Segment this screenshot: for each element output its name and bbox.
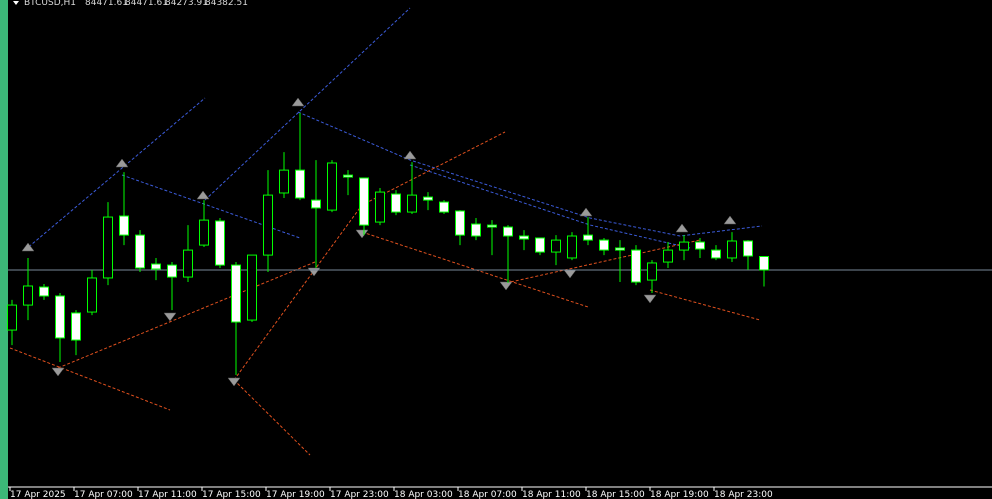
candle-body-down (119, 215, 129, 236)
candle-body-down (295, 169, 305, 199)
header-icon (13, 1, 19, 5)
fractal-up (291, 97, 305, 107)
candle-body-down (439, 201, 449, 213)
candle-body-up (679, 241, 689, 251)
candle-body-up (103, 216, 113, 279)
x-tick-label: 18 Apr 15:00 (586, 490, 645, 499)
candle-body-up (7, 304, 17, 331)
candle-body-down (519, 235, 529, 240)
trend-line (57, 261, 316, 369)
candle-body-down (55, 295, 65, 339)
candle-body-up (327, 162, 337, 211)
candle-body-down (39, 286, 49, 297)
trend-line (9, 347, 171, 411)
candle-body-down (215, 220, 225, 266)
fractal-up (723, 215, 737, 225)
candle-body-down (759, 256, 769, 271)
candle-body-down (487, 224, 497, 228)
candle-body-up (23, 285, 33, 306)
candle-body-down (343, 174, 353, 178)
fractal-up (579, 207, 593, 217)
trend-line (297, 111, 763, 237)
candle-body-up (279, 169, 289, 194)
candle-body-down (583, 234, 593, 241)
candle-body-up (663, 249, 673, 263)
x-tick-label: 17 Apr 07:00 (74, 490, 133, 499)
side-bar (0, 0, 8, 499)
fractal-up (675, 223, 689, 233)
candle-body-down (455, 210, 465, 236)
candle-body-up (567, 235, 577, 259)
fractal-down (643, 294, 657, 304)
trend-line (233, 379, 311, 456)
open-label: 84471.61 (85, 0, 128, 8)
candle-body-up (551, 239, 561, 253)
x-tick-label: 17 Apr 23:00 (330, 490, 389, 499)
candle-body-down (471, 223, 481, 237)
candle-body-down (167, 264, 177, 278)
x-tick-label: 17 Apr 15:00 (202, 490, 261, 499)
candle-body-up (727, 240, 737, 259)
candle-body-up (183, 249, 193, 278)
x-tick-label: 18 Apr 19:00 (650, 490, 709, 499)
x-tick-label: 17 Apr 11:00 (138, 490, 197, 499)
candle-body-down (631, 249, 641, 283)
candle-body-down (71, 312, 81, 341)
candle-body-down (231, 264, 241, 323)
candle-body-down (743, 240, 753, 257)
candle-body-down (599, 239, 609, 251)
trend-line (24, 97, 206, 251)
candle-body-up (647, 262, 657, 281)
low-label: 84273.91 (165, 0, 208, 8)
trend-line (204, 7, 411, 201)
candle-body-up (199, 219, 209, 246)
close-label: 84382.51 (205, 0, 248, 8)
fractal-down (499, 281, 513, 291)
candle-body-down (695, 241, 705, 250)
fractal-up (21, 242, 35, 252)
candle-body-down (503, 226, 513, 237)
high-label: 84471.61 (125, 0, 168, 8)
x-tick-label: 17 Apr 19:00 (266, 490, 325, 499)
candle-body-up (263, 194, 273, 256)
x-tick-label: 18 Apr 11:00 (522, 490, 581, 499)
x-tick-label: 17 Apr 2025 (10, 490, 66, 499)
candle-body-down (711, 249, 721, 259)
fractal-up (403, 150, 417, 160)
x-tick-label: 18 Apr 07:00 (458, 490, 517, 499)
fractal-up (115, 158, 129, 168)
x-tick-label: 18 Apr 23:00 (714, 490, 773, 499)
trend-line (649, 289, 761, 321)
candle-body-down (135, 234, 145, 269)
symbol-label: BTCUSD,H1 (24, 0, 76, 8)
candle-body-up (407, 194, 417, 213)
fractal-down (51, 367, 65, 377)
x-tick-label: 18 Apr 03:00 (394, 490, 453, 499)
candle-body-down (151, 263, 161, 270)
candle-body-down (615, 247, 625, 251)
fractal-up (196, 190, 210, 200)
candle-body-down (359, 177, 369, 226)
candle-body-down (311, 199, 321, 209)
fractal-down (355, 229, 369, 239)
candle-body-down (391, 193, 401, 213)
candle-body-up (375, 191, 385, 223)
fractal-down (163, 312, 177, 322)
candle-body-down (423, 196, 433, 201)
fractal-down (227, 377, 241, 387)
candle-body-up (87, 277, 97, 313)
candle-body-up (247, 254, 257, 321)
candle-body-down (535, 237, 545, 253)
